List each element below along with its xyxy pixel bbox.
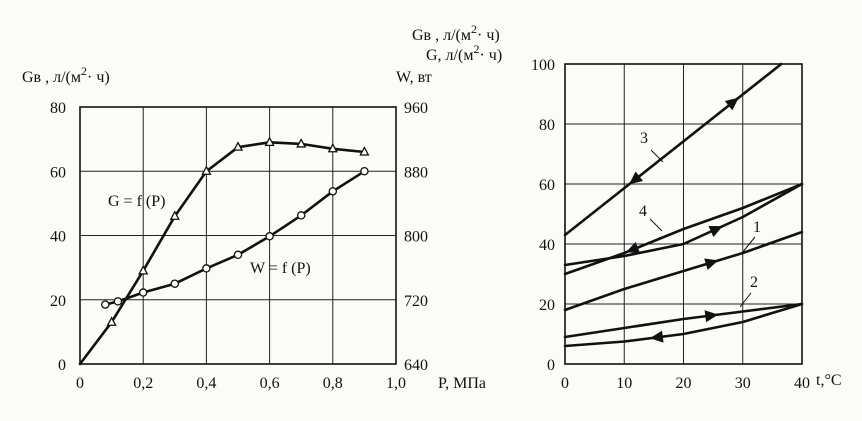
direction-arrow-4 (708, 226, 723, 237)
series-point-g (138, 264, 149, 275)
curve-leader-4 (649, 218, 663, 232)
curve-leader-1 (741, 236, 756, 254)
right-y-tick-label: 80 (539, 117, 555, 134)
left-x-tick-label: 0,4 (196, 375, 216, 392)
right-y-tick-label: 0 (547, 357, 555, 374)
left-y-tick-label: 0 (58, 357, 66, 374)
left-x-tick-label: 1,0 (386, 375, 406, 392)
left-y2-tick-label: 640 (404, 357, 428, 374)
left-x-tick-label: 0,6 (260, 375, 280, 392)
direction-arrow-2 (704, 310, 719, 323)
left-x-tick-label: 0,8 (323, 375, 343, 392)
left-y-axis-title: Gв , л/(м2· ч) (22, 64, 110, 86)
series-point-g (264, 136, 275, 146)
series-point-w (101, 300, 110, 309)
curve-leader-2 (739, 292, 752, 308)
left-x-axis-title: P, МПа (438, 375, 486, 392)
series-point-g (201, 165, 212, 175)
right-y-axis-title-1: Gв , л/(м2· ч) (412, 22, 500, 44)
left-y-tick-label: 20 (50, 293, 66, 310)
curve-label-2: 2 (750, 274, 758, 291)
series-point-w (360, 166, 369, 176)
left-y2-tick-label: 880 (404, 164, 428, 181)
series-point-g (359, 146, 370, 156)
series-label-g: G = f (P) (108, 193, 165, 210)
series-line-g (78, 141, 366, 366)
right-x-tick-label: 10 (616, 375, 632, 392)
series-point-w (296, 211, 306, 220)
curve-label-1: 1 (753, 219, 761, 236)
series-line-w (104, 170, 366, 306)
series-point-w (170, 279, 180, 288)
left-y-tick-label: 60 (50, 164, 66, 181)
right-x-tick-label: 40 (794, 375, 810, 392)
series-label-w: W = f (P) (250, 260, 311, 277)
left-y-tick-label: 80 (50, 100, 66, 117)
direction-arrow-3 (629, 171, 644, 185)
direction-arrow-4 (625, 241, 641, 254)
series-point-g (169, 210, 180, 220)
left-y2-tick-label: 720 (404, 293, 428, 310)
right-y-axis-title-2: G, л/(м2· ч) (426, 42, 502, 64)
direction-arrow-3 (724, 97, 739, 111)
left-plot-frame (79, 106, 397, 365)
right-plot-frame (564, 63, 803, 365)
right-y-tick-label: 60 (539, 177, 555, 194)
series-point-w (138, 288, 148, 297)
series-line-1-0 (563, 230, 804, 312)
series-point-w (202, 264, 211, 273)
left-x-tick-label: 0,2 (133, 375, 153, 392)
series-point-g (106, 316, 117, 326)
curve-leader-3 (650, 149, 664, 163)
series-point-w (233, 250, 243, 260)
right-x-tick-label: 0 (561, 375, 569, 392)
left-x-tick-label: 0 (76, 375, 84, 392)
curve-label-4: 4 (639, 203, 647, 220)
series-line-2-1 (563, 302, 804, 348)
series-line-2-0 (563, 302, 804, 339)
right-x-tick-label: 20 (676, 375, 692, 392)
left-y-tick-label: 40 (50, 229, 66, 246)
series-line-4-1 (563, 182, 804, 276)
series-point-w (265, 232, 274, 241)
series-point-w (328, 187, 338, 196)
right-x-tick-label: 30 (735, 375, 751, 392)
right-y-tick-label: 100 (531, 57, 555, 74)
series-line-3-0 (563, 62, 783, 237)
left-y2-axis-title: W, вт (396, 69, 432, 86)
curve-label-3: 3 (640, 130, 648, 147)
left-y2-tick-label: 960 (404, 100, 428, 117)
left-y2-tick-label: 800 (404, 229, 428, 246)
right-y-tick-label: 20 (539, 297, 555, 314)
right-x-axis-title: t,°C (816, 372, 842, 389)
direction-arrow-1 (704, 258, 719, 270)
series-point-w (113, 297, 123, 306)
series-point-g (296, 138, 307, 148)
series-point-g (232, 141, 244, 151)
series-point-g (327, 142, 338, 153)
direction-arrow-2 (649, 330, 664, 343)
right-y-tick-label: 40 (539, 237, 555, 254)
